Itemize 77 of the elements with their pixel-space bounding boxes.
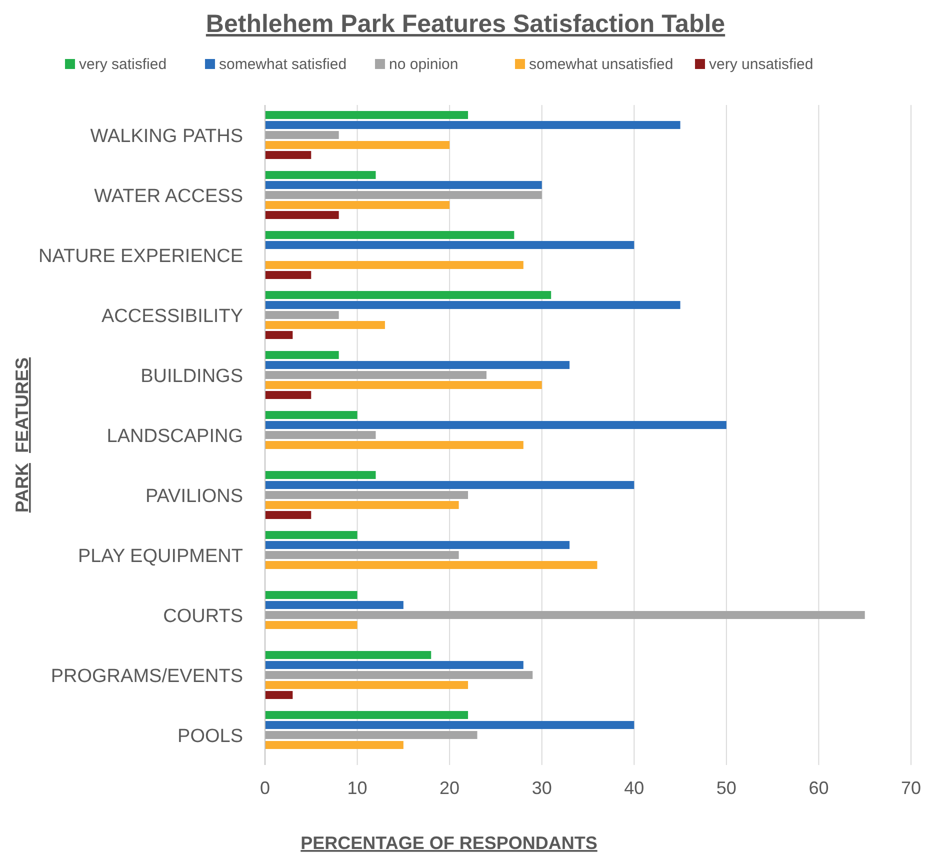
bar [265, 371, 486, 379]
bar [265, 311, 339, 319]
bar [265, 721, 634, 729]
legend-label: no opinion [389, 56, 458, 73]
y-axis-title: PARK FEATURES [12, 357, 32, 513]
bar [265, 491, 468, 499]
bar [265, 111, 468, 119]
bar [265, 121, 680, 129]
bar [265, 611, 865, 619]
x-tick-label: 10 [347, 778, 368, 798]
bar [265, 211, 339, 219]
bar [265, 481, 634, 489]
bar [265, 151, 312, 159]
y-tick-label: WATER ACCESS [94, 186, 243, 207]
legend-label: very unsatisfied [709, 56, 814, 73]
bar [265, 331, 293, 339]
bar [265, 441, 524, 449]
x-tick-label: 40 [624, 778, 644, 798]
bar [265, 391, 312, 399]
bar [265, 691, 293, 699]
bar [265, 661, 524, 669]
bar [265, 181, 542, 189]
bar [265, 681, 468, 689]
bar [265, 201, 450, 209]
y-tick-label: POOLS [178, 726, 243, 747]
bar [265, 421, 726, 429]
bar [265, 351, 339, 359]
bar [265, 361, 570, 369]
bar [265, 601, 404, 609]
bar [265, 321, 385, 329]
y-tick-label: COURTS [163, 606, 243, 627]
bar [265, 301, 680, 309]
bar [265, 671, 533, 679]
x-tick-label: 20 [440, 778, 460, 798]
bar [265, 231, 514, 239]
chart-title: Bethlehem Park Features Satisfaction Table [206, 10, 726, 38]
y-tick-label: LANDSCAPING [106, 426, 243, 447]
x-tick-label: 30 [532, 778, 552, 798]
y-tick-label: WALKING PATHS [90, 126, 243, 147]
legend-label: somewhat satisfied [219, 56, 347, 73]
y-tick-label: PLAY EQUIPMENT [78, 546, 244, 567]
bar [265, 411, 358, 419]
bar [265, 511, 312, 519]
bar [265, 191, 542, 199]
bar [265, 591, 358, 599]
bar [265, 471, 376, 479]
y-tick-label: PROGRAMS/EVENTS [50, 666, 243, 687]
bar [265, 381, 542, 389]
x-tick-label: 0 [260, 778, 270, 798]
x-tick-label: 70 [900, 778, 922, 798]
bar [265, 291, 552, 299]
bar [265, 431, 376, 439]
bar [265, 501, 459, 509]
bar [265, 621, 358, 629]
x-axis-title: PERCENTAGE OF RESPONDANTS [300, 833, 598, 853]
bar [265, 531, 358, 539]
bar [265, 651, 432, 659]
legend-label: very satisfied [79, 56, 167, 73]
bar [265, 731, 478, 739]
y-tick-label: ACCESSIBILITY [102, 306, 244, 327]
bar [265, 261, 524, 269]
bar [265, 141, 450, 149]
bar [265, 711, 468, 719]
y-tick-label: NATURE EXPERIENCE [38, 246, 243, 267]
x-tick-label: 50 [716, 778, 736, 798]
bar [265, 541, 570, 549]
bar [265, 561, 598, 569]
bar [265, 271, 312, 279]
bar [265, 241, 634, 249]
legend-label: somewhat unsatisfied [529, 56, 674, 73]
y-tick-label: BUILDINGS [140, 366, 243, 387]
bar [265, 741, 404, 749]
bar [265, 171, 376, 179]
y-tick-label: PAVILIONS [146, 486, 243, 507]
x-tick-label: 60 [808, 778, 829, 798]
bar [265, 131, 339, 139]
bar [265, 551, 459, 559]
